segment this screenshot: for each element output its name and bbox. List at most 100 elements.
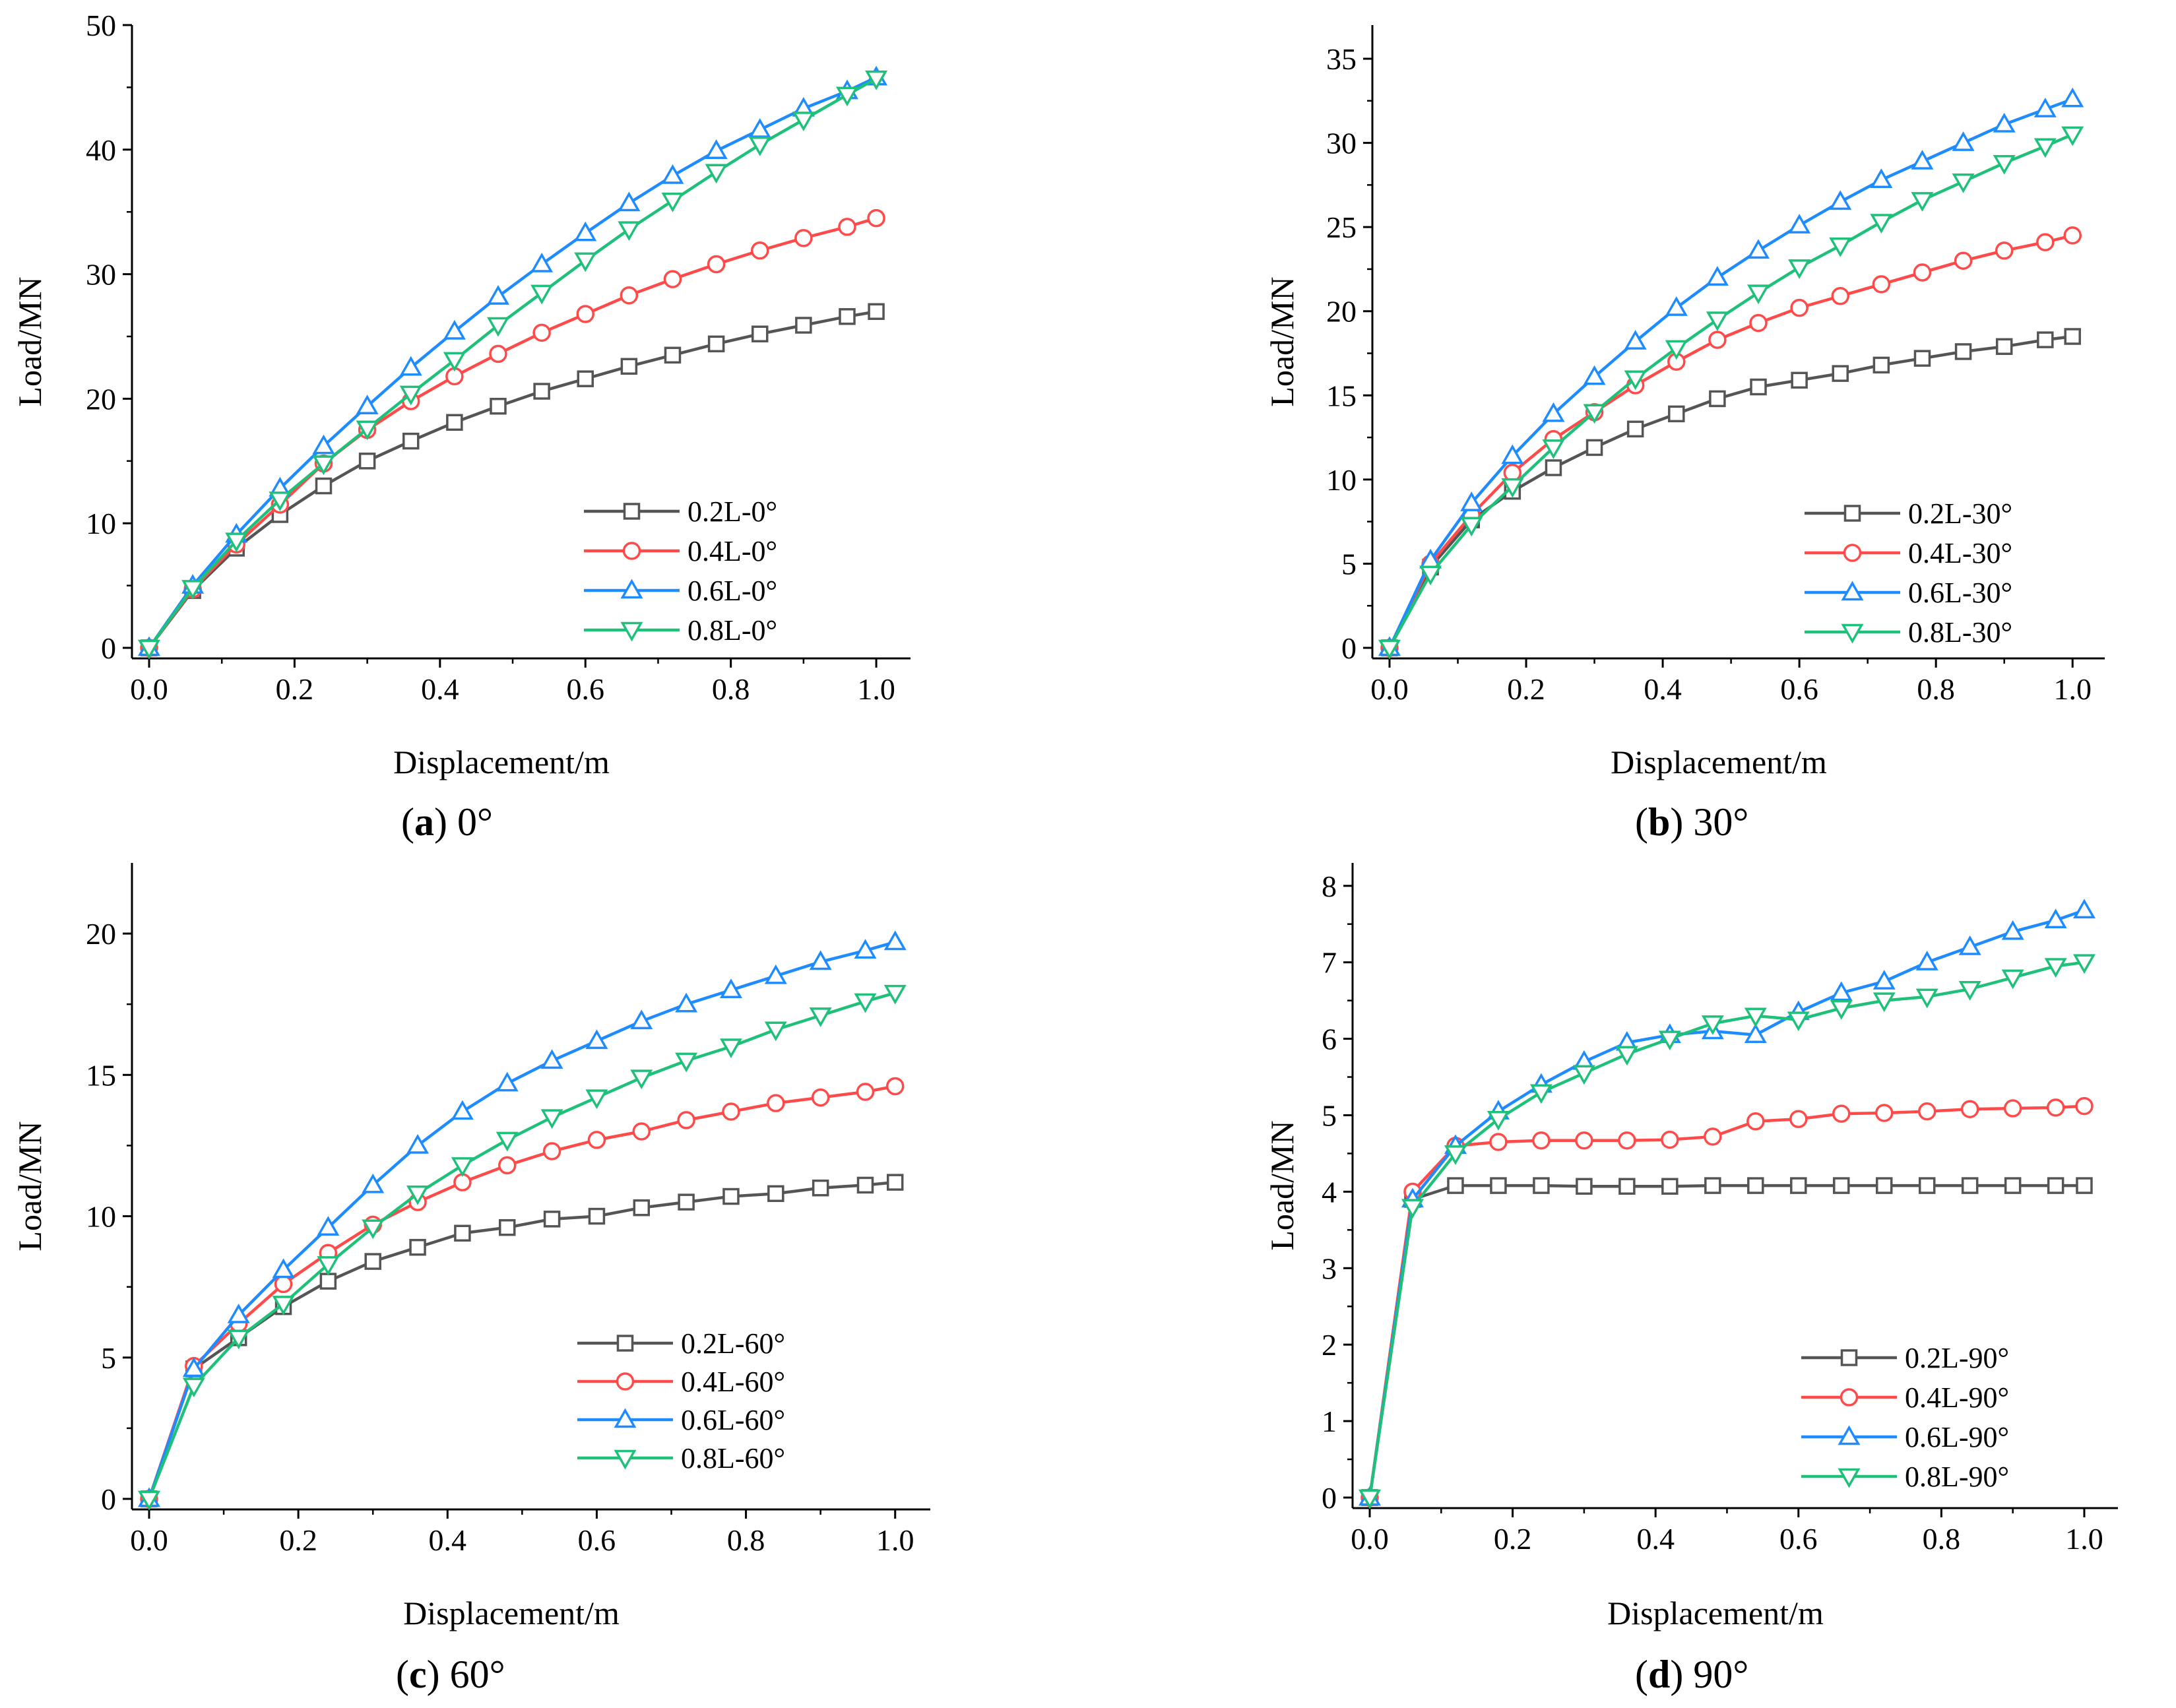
panel-d-series-3 [1358, 954, 2096, 1509]
panel-c-series-0-point-10 [588, 1207, 606, 1225]
panel-b-series-2-point-4 [1542, 402, 1565, 422]
panel-d-series-1-point-16 [2046, 1098, 2065, 1117]
panel-b: 0 5 10 15 20 25 30 35 0.0 0.2 0.4 0.6 0.8 1.0 Displace… [1264, 25, 2105, 780]
panel-b-ytick-label-7: 35 [1326, 42, 1357, 76]
panel-a-xtick-label-5: 1.0 [857, 672, 895, 706]
panel-c-series-3-point-9 [540, 1109, 563, 1129]
panel-c-series-2-point-1 [182, 1357, 205, 1377]
panel-c-series-3-point-0 [137, 1490, 161, 1511]
panel-b-series-3 [1378, 126, 2084, 660]
panel-d-series-3-point-15 [2001, 969, 2024, 990]
panel-a-series-2-point-9 [530, 252, 554, 272]
panel-a-series-3-point-7 [443, 352, 466, 372]
panel-b-ytick-label-5: 25 [1326, 210, 1357, 244]
panel-d-legend-label-3: 0.8L-90° [1905, 1461, 2009, 1493]
panel-d-series-3-line [1368, 961, 2085, 1498]
panel-b-series-0-point-7 [1668, 405, 1685, 423]
panel-b-series-2-point-6 [1624, 330, 1647, 350]
panel-b-legend-marker-3 [1841, 623, 1864, 644]
panel-d-series-3-point-13 [1915, 988, 1938, 1009]
panel-a-series-3-point-10 [574, 252, 597, 272]
panel-c-series-2-point-10 [585, 1029, 608, 1050]
panel-c-series-3-point-2 [227, 1329, 250, 1350]
panel-d-series-1-point-4 [1532, 1131, 1551, 1150]
panel-d-ytick-label-7: 7 [1322, 946, 1337, 980]
panel-a-series-2-point-4 [312, 434, 335, 455]
panel-c-series-3-point-6 [406, 1186, 430, 1205]
panel-b-series-2-point-17 [2061, 87, 2084, 108]
panel-a-series-0-point-13 [707, 335, 725, 353]
panel-c: 0 5 10 15 20 0.0 0.2 0.4 0.6 0.8 1.0 Displacement/m… [11, 863, 930, 1631]
panel-b-legend-label-2: 0.6L-30° [1908, 577, 2012, 609]
panel-c-series-1-point-17 [885, 1077, 905, 1096]
panel-b-series-3-point-16 [2033, 138, 2057, 158]
panel-d-series-0-point-13 [1918, 1177, 1936, 1194]
panel-a-series-0-point-12 [664, 346, 682, 364]
panel-a-series-0-point-10 [577, 370, 594, 387]
caption-a-text: 0° [457, 800, 493, 844]
panel-a-series-0 [141, 303, 885, 656]
panel-d-series-0-point-8 [1704, 1177, 1721, 1194]
panel-a-series-2-point-5 [356, 395, 379, 414]
panel-c-series-0-point-17 [886, 1174, 904, 1191]
panel-d-series-3-point-10 [1787, 1011, 1810, 1032]
panel-d-series-3-point-17 [2072, 954, 2096, 974]
panel-b-xtick-label-3: 0.6 [1780, 672, 1818, 706]
panel-a-series-1-point-14 [750, 241, 769, 260]
panel-d-series-3-point-5 [1572, 1065, 1595, 1085]
panel-d-series-1-point-13 [1917, 1102, 1936, 1121]
panel-c-series-3-point-14 [764, 1021, 787, 1042]
panel-c-series-3 [137, 984, 907, 1511]
panel-d-series-2-point-16 [2044, 908, 2067, 929]
panel-d-series-1-point-6 [1618, 1131, 1636, 1150]
panel-b-series-3-point-10 [1788, 259, 1811, 279]
panel-d-series-2-point-12 [1872, 970, 1896, 990]
panel-a-series-2-point-13 [705, 139, 728, 159]
panel-a-series-1-point-15 [794, 229, 813, 247]
panel-d-series-0-point-10 [1790, 1177, 1807, 1194]
panel-b-series-2-point-16 [2033, 98, 2057, 117]
panel-c-series-2-point-8 [496, 1071, 519, 1092]
panel-c-series-3-point-7 [451, 1157, 474, 1177]
panel-b-series-3-point-4 [1542, 439, 1565, 459]
panel-b-ylabel: Load/MN [1264, 276, 1300, 406]
panel-c-ytick-label-3: 15 [86, 1058, 116, 1092]
panel-b-series-3-point-11 [1829, 237, 1852, 257]
panel-c-series-0 [141, 1174, 904, 1507]
panel-d-series-3-point-8 [1701, 1015, 1724, 1035]
panel-a-series-3-point-4 [312, 455, 335, 476]
panel-c-series-3-point-1 [182, 1377, 205, 1398]
panel-a-series-2-point-11 [618, 191, 641, 212]
panel-a-series-3-point-6 [399, 385, 422, 406]
panel-a-series-1-point-9 [532, 323, 551, 342]
panel-a-xlabel: Displacement/m [393, 743, 610, 780]
panel-a-series-3-point-3 [269, 491, 292, 511]
panel-c-series-2-point-17 [883, 930, 907, 951]
panel-d-series-1 [1360, 1096, 2094, 1507]
panel-d-series-0-point-3 [1490, 1177, 1507, 1194]
panel-a-series-3-point-9 [530, 284, 554, 305]
panel-d-series-3-point-4 [1529, 1084, 1552, 1104]
panel-b-xtick-label-5: 1.0 [2053, 672, 2092, 706]
panel-b-series-0-point-14 [1954, 343, 1972, 360]
panel-d-series-0-point-9 [1747, 1177, 1764, 1194]
panel-d-ytick-label-3: 3 [1322, 1251, 1337, 1285]
panel-b-series-2-point-12 [1870, 168, 1893, 188]
panel-c-series-3-point-3 [272, 1296, 295, 1315]
panel-b-series-3-point-7 [1665, 340, 1688, 360]
panel-a: 0 10 20 30 40 50 0.0 0.2 0.4 0.6 0.8 1.0 Displacemen… [11, 9, 911, 780]
panel-c-legend: 0.2L-60° 0.4L-60° 0.6L-60° 0.8L-60° [577, 1327, 785, 1474]
panel-d-xtick-label-0: 0.0 [1351, 1522, 1389, 1556]
panel-a-series-1-point-16 [838, 218, 856, 236]
panel-d-series-0-point-6 [1618, 1178, 1636, 1195]
panel-a-series-0-point-15 [795, 317, 812, 334]
panel-c-series-0-point-9 [543, 1211, 561, 1228]
panel-d-xtick-label-2: 0.4 [1636, 1522, 1675, 1556]
panel-c-series-0-point-16 [856, 1176, 874, 1194]
panel-d-series-2-point-9 [1744, 1023, 1767, 1044]
panel-b-legend-marker-0 [1843, 505, 1861, 522]
panel-d-series-2-point-17 [2072, 899, 2096, 919]
caption-b-letter: b [1648, 800, 1671, 844]
panel-d-ytick-label-1: 1 [1322, 1405, 1337, 1438]
